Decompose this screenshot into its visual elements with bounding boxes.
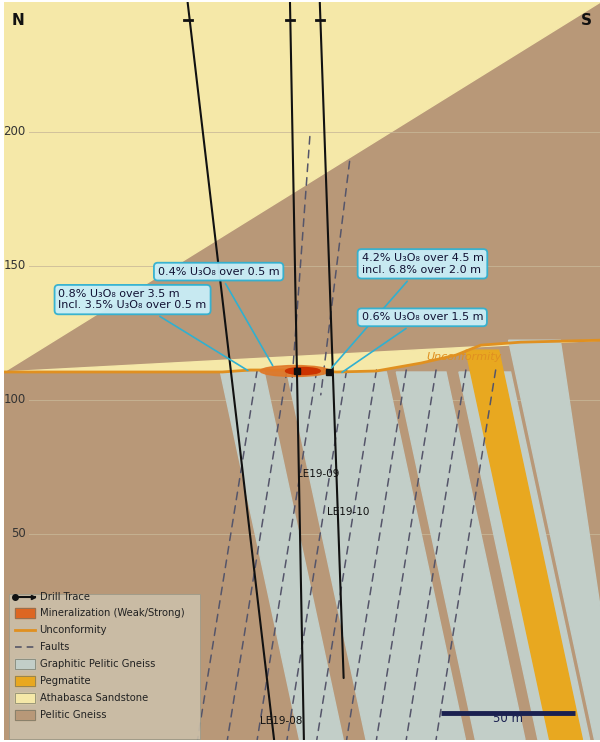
Text: 200: 200 [4,125,26,138]
Text: 50: 50 [11,528,26,540]
Bar [15,608,35,618]
Polygon shape [287,372,466,740]
Text: LE19-09: LE19-09 [297,470,340,479]
Bar [15,710,35,720]
Text: 0.6% U₃O₈ over 1.5 m: 0.6% U₃O₈ over 1.5 m [342,312,483,372]
Text: 4.2% U₃O₈ over 4.5 m
incl. 6.8% over 2.0 m: 4.2% U₃O₈ over 4.5 m incl. 6.8% over 2.0… [332,253,484,368]
Polygon shape [4,2,600,372]
Bar [15,693,35,703]
FancyBboxPatch shape [9,594,200,738]
Text: 0.8% U₃O₈ over 3.5 m
Incl. 3.5% U₃O₈ over 0.5 m: 0.8% U₃O₈ over 3.5 m Incl. 3.5% U₃O₈ ove… [58,289,248,370]
Text: Graphitic Pelitic Gneiss: Graphitic Pelitic Gneiss [40,659,155,669]
Polygon shape [220,372,343,740]
Polygon shape [397,372,525,740]
Text: Mineralization (Weak/Strong): Mineralization (Weak/Strong) [40,608,184,618]
Text: Unconformity: Unconformity [426,352,502,362]
Text: LE19-08: LE19-08 [260,716,302,726]
Text: S: S [581,13,592,27]
Polygon shape [459,372,590,740]
Bar [15,608,35,618]
Text: 50 m: 50 m [493,712,523,725]
Ellipse shape [260,366,330,376]
Text: Unconformity: Unconformity [40,626,107,635]
Bar [15,710,35,720]
Ellipse shape [286,367,320,375]
Polygon shape [466,350,583,740]
Text: Pegmatite: Pegmatite [40,676,90,686]
Bar [15,659,35,669]
Bar [15,676,35,686]
Text: Athabasca Sandstone: Athabasca Sandstone [40,693,148,703]
Text: N: N [11,13,24,27]
Text: Drill Trace: Drill Trace [40,591,89,602]
Bar [15,659,35,669]
Polygon shape [509,340,600,740]
Bar [15,693,35,703]
Text: Faults: Faults [40,643,69,652]
Bar [15,676,35,686]
Text: 100: 100 [4,393,26,407]
Text: 150: 150 [4,259,26,272]
Text: LE19-10: LE19-10 [327,507,369,517]
Text: Pelitic Gneiss: Pelitic Gneiss [40,710,106,720]
Text: 0.4% U₃O₈ over 0.5 m: 0.4% U₃O₈ over 0.5 m [158,266,280,366]
